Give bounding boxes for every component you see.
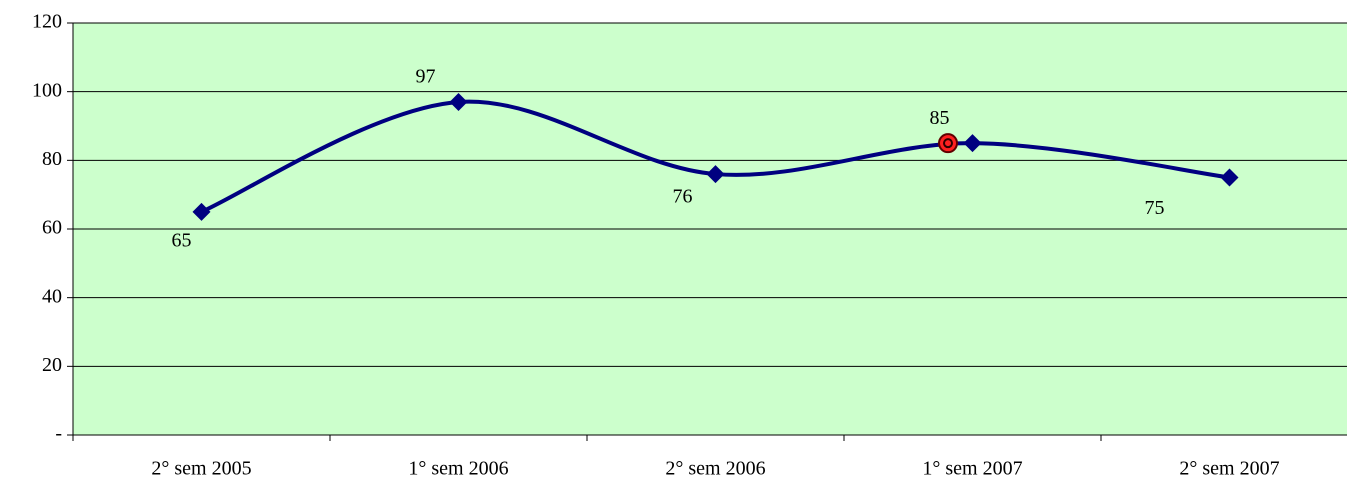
marker bbox=[192, 202, 211, 221]
data-label: 85 bbox=[930, 107, 950, 129]
data-label: 76 bbox=[673, 186, 693, 208]
x-tick-label: 2° sem 2006 bbox=[665, 458, 765, 480]
marker bbox=[449, 92, 468, 111]
y-tick-label: 60 bbox=[42, 217, 62, 239]
x-tick-label: 1° sem 2006 bbox=[408, 458, 508, 480]
x-tick-label: 1° sem 2007 bbox=[922, 458, 1022, 480]
marker bbox=[706, 165, 725, 184]
cursor-highlight-inner bbox=[943, 138, 953, 149]
x-tick-label: 2° sem 2005 bbox=[151, 458, 251, 480]
y-tick-label: 100 bbox=[32, 79, 62, 101]
y-tick-label: 20 bbox=[42, 354, 62, 376]
y-tick-label: 40 bbox=[42, 285, 62, 307]
cursor-highlight bbox=[938, 133, 958, 154]
y-tick-label: 120 bbox=[32, 11, 62, 33]
data-label: 65 bbox=[172, 229, 192, 251]
y-tick-label: 80 bbox=[42, 148, 62, 170]
marker bbox=[1220, 168, 1239, 187]
x-tick-label: 2° sem 2007 bbox=[1179, 458, 1279, 480]
y-tick-label: - bbox=[55, 423, 62, 445]
data-label: 97 bbox=[416, 66, 436, 88]
data-label: 75 bbox=[1145, 197, 1165, 219]
marker bbox=[963, 134, 982, 153]
